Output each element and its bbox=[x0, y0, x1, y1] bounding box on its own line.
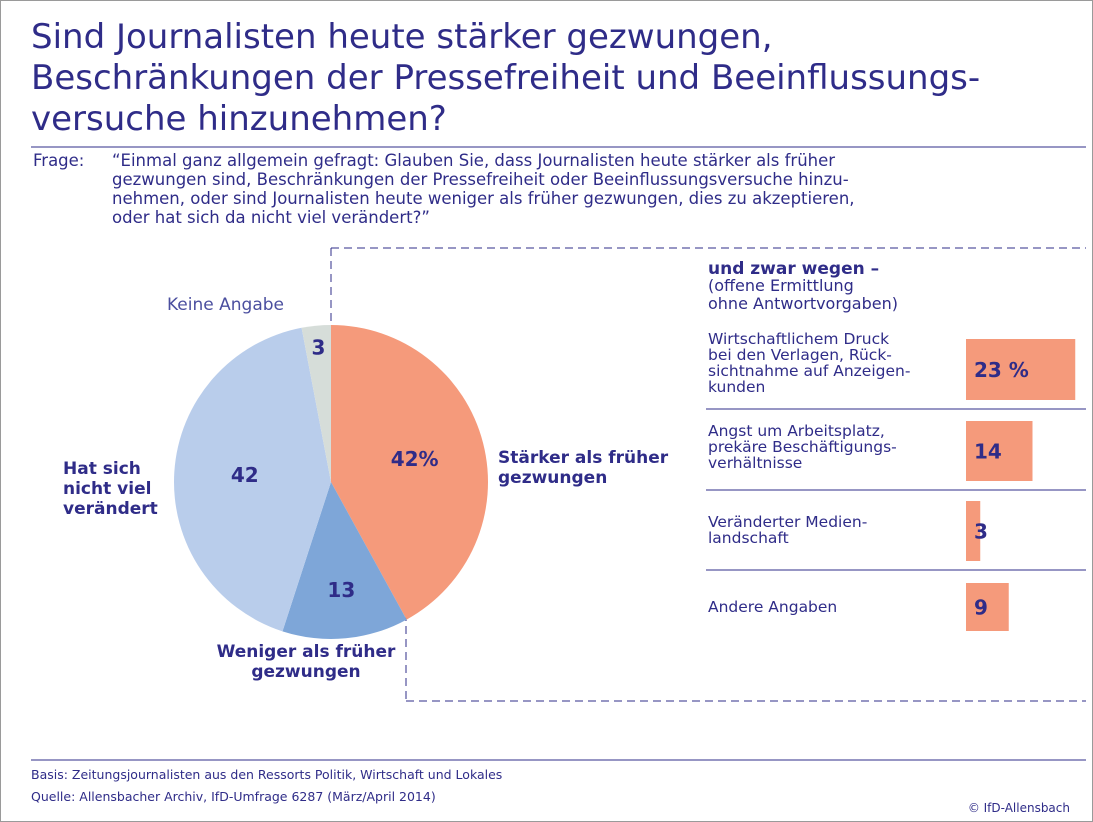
slice-label: Weniger als früher gezwungen bbox=[216, 642, 396, 682]
value-label: 23 % bbox=[974, 358, 1029, 382]
pie-slice bbox=[282, 482, 407, 639]
bar-label: Veränderter Medien- landschaft bbox=[708, 513, 868, 547]
slice-label: Hat sich nicht viel verändert bbox=[63, 459, 158, 519]
bar bbox=[966, 501, 981, 561]
bar bbox=[966, 421, 1033, 481]
bar-label: Angst um Arbeitsplatz, prekäre Beschäfti… bbox=[708, 422, 897, 472]
bar-label: Andere Angaben bbox=[708, 598, 838, 616]
pie-slice bbox=[301, 325, 331, 482]
value-label: 42% bbox=[391, 447, 439, 471]
slice-label: Keine Angabe bbox=[167, 295, 284, 315]
slice-label: Stärker als früher gezwungen bbox=[498, 448, 669, 488]
value-label: 3 bbox=[311, 336, 325, 360]
question-label: Frage: bbox=[33, 151, 85, 170]
basis: Basis: Zeitungsjournalisten aus den Ress… bbox=[31, 767, 503, 782]
value-label: 3 bbox=[974, 520, 988, 544]
question: “Einmal ganz allgemein gefragt: Glauben … bbox=[112, 151, 855, 227]
pie-slice bbox=[331, 325, 488, 620]
bar-label: Wirtschaftlichem Druck bei den Verlagen,… bbox=[708, 330, 911, 396]
value-label: 14 bbox=[974, 440, 1002, 464]
title: Sind Journalisten heute stärker gezwunge… bbox=[31, 17, 981, 139]
pie-slice bbox=[173, 327, 331, 632]
value-label: 13 bbox=[327, 578, 355, 602]
bar-title: und zwar wegen – bbox=[708, 259, 880, 279]
bar bbox=[966, 339, 1076, 400]
value-label: 42 bbox=[231, 463, 259, 487]
bar bbox=[966, 583, 1009, 631]
copyright: © IfD-Allensbach bbox=[967, 801, 1070, 815]
bar-subtitle: (offene Ermittlung ohne Antwortvorgaben) bbox=[708, 276, 898, 313]
value-label: 9 bbox=[974, 596, 988, 620]
source: Quelle: Allensbacher Archiv, IfD-Umfrage… bbox=[31, 789, 436, 804]
